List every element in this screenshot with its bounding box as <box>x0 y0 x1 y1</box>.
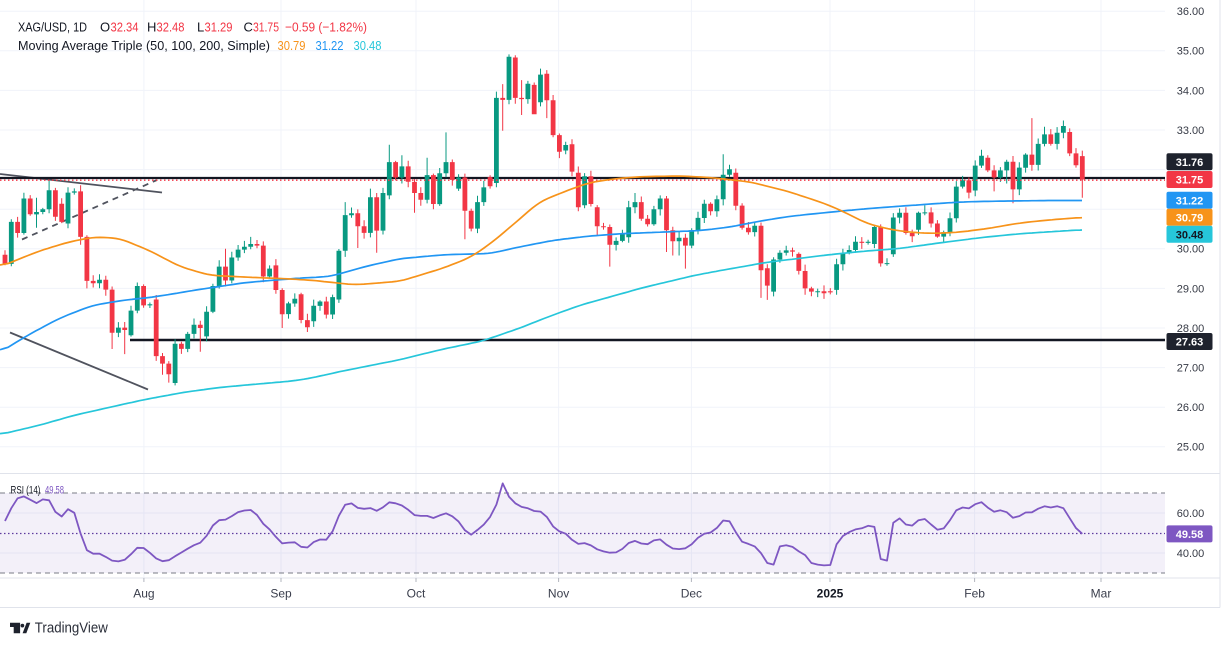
svg-text:Sep: Sep <box>270 587 292 601</box>
svg-text:Oct: Oct <box>407 587 426 601</box>
svg-text:25.00: 25.00 <box>1177 442 1205 454</box>
svg-text:33.00: 33.00 <box>1177 125 1205 137</box>
svg-text:Aug: Aug <box>133 587 154 601</box>
svg-text:36.00: 36.00 <box>1177 6 1205 18</box>
svg-text:H: H <box>147 20 156 35</box>
svg-text:Nov: Nov <box>548 587 569 601</box>
svg-text:Mar: Mar <box>1091 587 1112 601</box>
svg-text:26.00: 26.00 <box>1177 402 1205 414</box>
svg-text:32.48: 32.48 <box>157 20 185 35</box>
svg-text:29.00: 29.00 <box>1177 283 1205 295</box>
svg-text:31.29: 31.29 <box>205 20 233 35</box>
svg-text:49.58: 49.58 <box>45 485 64 497</box>
svg-text:40.00: 40.00 <box>1177 548 1205 560</box>
svg-text:35.00: 35.00 <box>1177 46 1205 58</box>
svg-text:RSI (14): RSI (14) <box>11 485 41 497</box>
svg-text:O: O <box>100 20 110 35</box>
svg-text:31.22: 31.22 <box>316 38 344 53</box>
svg-text:27.63: 27.63 <box>1176 337 1204 349</box>
svg-text:60.00: 60.00 <box>1177 508 1205 520</box>
svg-text:28.00: 28.00 <box>1177 323 1205 335</box>
svg-text:31.75: 31.75 <box>1176 175 1204 187</box>
svg-text:L: L <box>197 20 204 35</box>
svg-text:TradingView: TradingView <box>35 620 108 636</box>
svg-text:32.34: 32.34 <box>111 20 139 35</box>
svg-text:30.48: 30.48 <box>1176 229 1204 241</box>
svg-text:31.76: 31.76 <box>1176 157 1204 169</box>
svg-text:49.58: 49.58 <box>1176 529 1204 541</box>
svg-text:30.79: 30.79 <box>278 38 306 53</box>
svg-text:30.48: 30.48 <box>354 38 382 53</box>
svg-text:Feb: Feb <box>964 587 985 601</box>
svg-text:27.00: 27.00 <box>1177 363 1205 375</box>
svg-text:31.75: 31.75 <box>253 20 279 35</box>
svg-text:34.00: 34.00 <box>1177 85 1205 97</box>
svg-text:XAG/USD, 1D: XAG/USD, 1D <box>18 20 87 35</box>
svg-text:Dec: Dec <box>681 587 702 601</box>
svg-text:C: C <box>244 20 253 35</box>
svg-text:31.22: 31.22 <box>1176 195 1204 207</box>
svg-text:2025: 2025 <box>817 587 844 601</box>
svg-text:30.00: 30.00 <box>1177 244 1205 256</box>
svg-text:30.79: 30.79 <box>1176 212 1204 224</box>
svg-text:−0.59 (−1.82%): −0.59 (−1.82%) <box>285 20 367 35</box>
svg-text:Moving Average Triple (50, 100: Moving Average Triple (50, 100, 200, Sim… <box>18 38 270 53</box>
